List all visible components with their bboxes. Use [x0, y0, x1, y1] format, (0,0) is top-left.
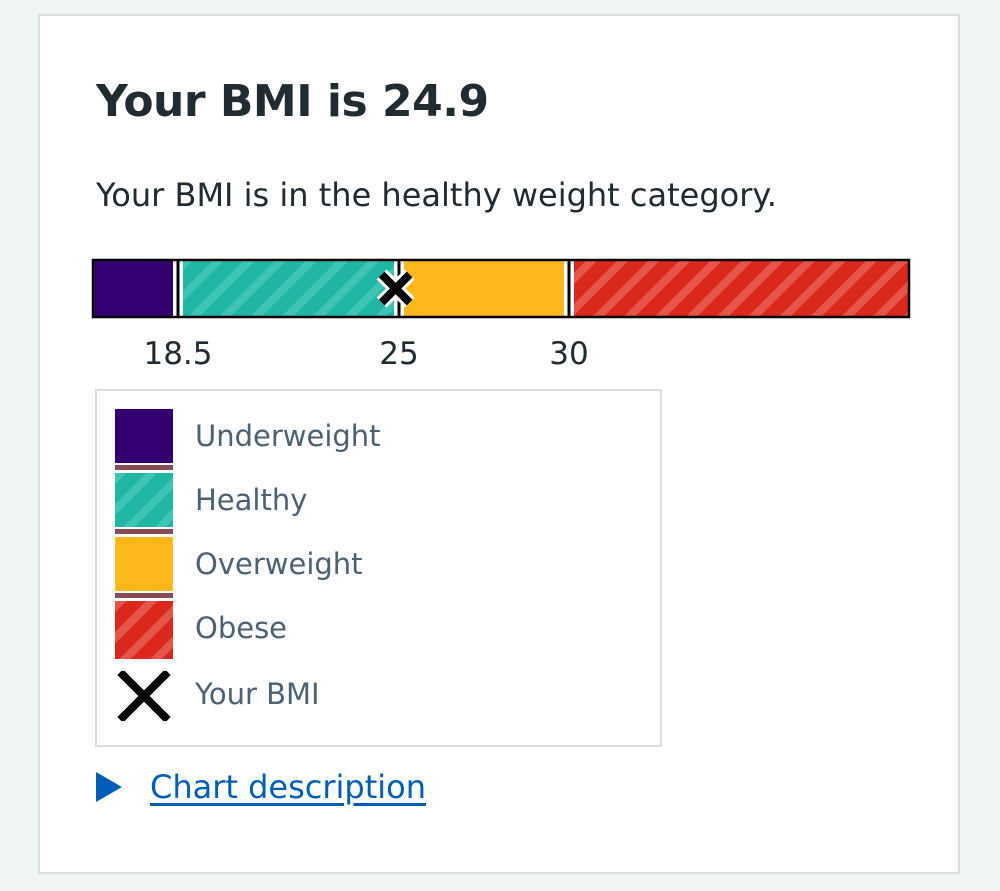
legend-label-overweight: Overweight: [195, 547, 363, 581]
page-title: Your BMI is 24.9: [96, 76, 489, 127]
tick-label-0: 18.5: [143, 336, 213, 372]
legend-label-healthy: Healthy: [195, 483, 308, 517]
chart-description-toggle[interactable]: Chart description: [96, 768, 426, 806]
bar-segment-healthy: [178, 260, 399, 317]
legend-swatch-healthy: [115, 473, 173, 534]
legend-label-underweight: Underweight: [195, 419, 381, 453]
bmi-summary: Your BMI is in the healthy weight catego…: [96, 176, 777, 214]
bmi-marker: [378, 271, 413, 306]
legend-label-obese: Obese: [195, 611, 288, 645]
bar-segment-overweight: [399, 260, 569, 317]
x-mark-icon: [117, 671, 171, 721]
legend-swatch-obese: [115, 601, 173, 659]
chart-description-link[interactable]: Chart description: [150, 768, 427, 806]
legend-label-your-bmi: Your BMI: [195, 677, 320, 711]
bmi-bar-chart: [91, 258, 911, 319]
legend-swatch-underweight: [115, 409, 173, 470]
legend-swatch-overweight: [115, 537, 173, 598]
bar-segment-underweight: [93, 260, 178, 317]
tick-label-2: 30: [549, 336, 589, 372]
bar-segment-obese: [569, 260, 909, 317]
triangle-right-icon: [96, 772, 122, 802]
chart-legend: Underweight Healthy Overweight Obese: [95, 389, 662, 747]
bmi-result-card: Your BMI is 24.9 Your BMI is in the heal…: [38, 14, 960, 874]
tick-label-1: 25: [379, 336, 419, 372]
